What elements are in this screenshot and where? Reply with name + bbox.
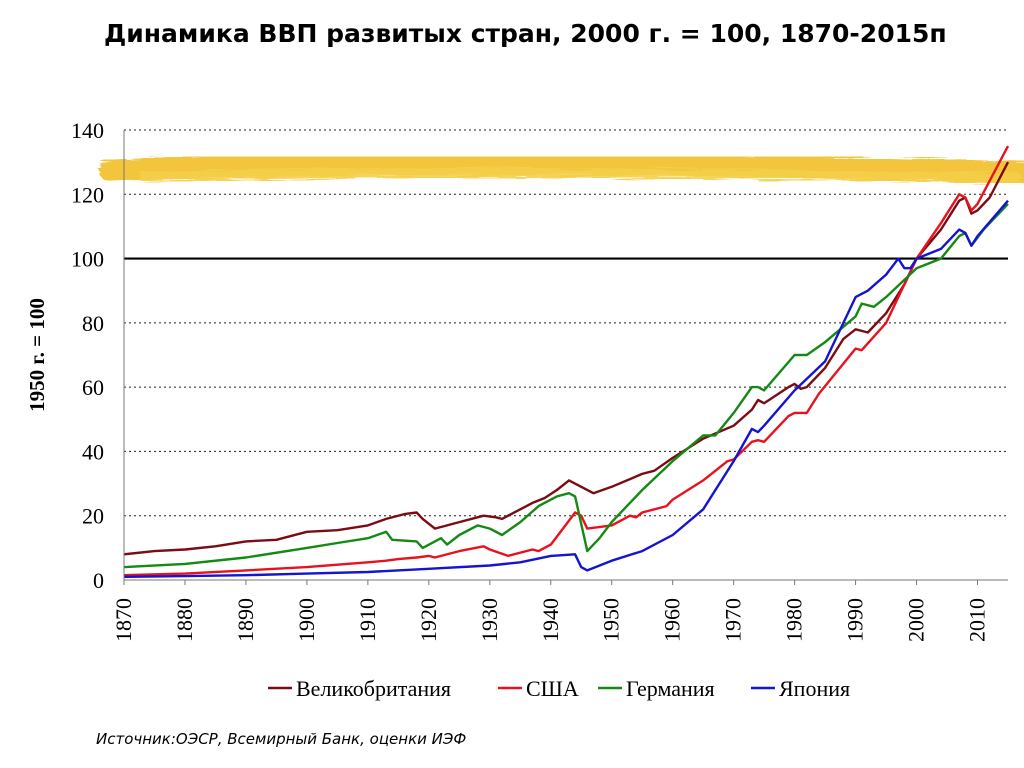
legend-item-japan: Япония bbox=[751, 676, 850, 701]
x-tick-label: 1990 bbox=[843, 598, 868, 642]
y-tick-label: 40 bbox=[82, 439, 104, 464]
x-tick-label: 1930 bbox=[477, 598, 502, 642]
legend-item-usa: США bbox=[498, 676, 579, 701]
legend-item-germany: Германия bbox=[598, 676, 715, 701]
chart-title: Динамика ВВП развитых стран, 2000 г. = 1… bbox=[104, 19, 947, 48]
x-tick-label: 1920 bbox=[416, 598, 441, 642]
highlighter-stroke bbox=[99, 153, 1024, 184]
x-tick-label: 1940 bbox=[538, 598, 563, 642]
x-tick-label: 1950 bbox=[599, 598, 624, 642]
x-tick-label: 1960 bbox=[660, 598, 685, 642]
y-tick-label: 80 bbox=[82, 311, 104, 336]
y-tick-label: 140 bbox=[71, 118, 104, 143]
x-tick-label: 2010 bbox=[965, 598, 990, 642]
x-tick-label: 1900 bbox=[294, 598, 319, 642]
y-axis-label: 1950 г. = 100 bbox=[25, 298, 49, 412]
source-note: Источник:ОЭСР, Всемирный Банк, оценки ИЭ… bbox=[96, 730, 467, 748]
legend-label: Германия bbox=[626, 676, 715, 701]
x-tick-label: 1870 bbox=[111, 598, 136, 642]
series-line-japan bbox=[123, 199, 1009, 578]
x-tick-label: 1890 bbox=[233, 598, 258, 642]
x-tick-label: 1980 bbox=[782, 598, 807, 642]
legend-item-uk: Великобритания bbox=[268, 676, 451, 701]
x-tick-label: 1910 bbox=[355, 598, 380, 642]
y-tick-label: 20 bbox=[82, 504, 104, 529]
legend-label: Великобритания bbox=[296, 676, 451, 701]
x-tick-label: 2000 bbox=[904, 598, 929, 642]
x-tick-label: 1880 bbox=[172, 598, 197, 642]
y-tick-label: 100 bbox=[71, 247, 104, 272]
y-tick-label: 0 bbox=[93, 568, 104, 593]
legend-label: США bbox=[526, 676, 579, 701]
y-tick-label: 120 bbox=[71, 182, 104, 207]
series-line-uk bbox=[123, 161, 1010, 556]
y-tick-label: 60 bbox=[82, 375, 104, 400]
series-line-usa bbox=[123, 145, 1010, 577]
x-tick-label: 1970 bbox=[721, 598, 746, 642]
series-line-germany bbox=[123, 203, 1009, 569]
legend-label: Япония bbox=[779, 676, 850, 701]
